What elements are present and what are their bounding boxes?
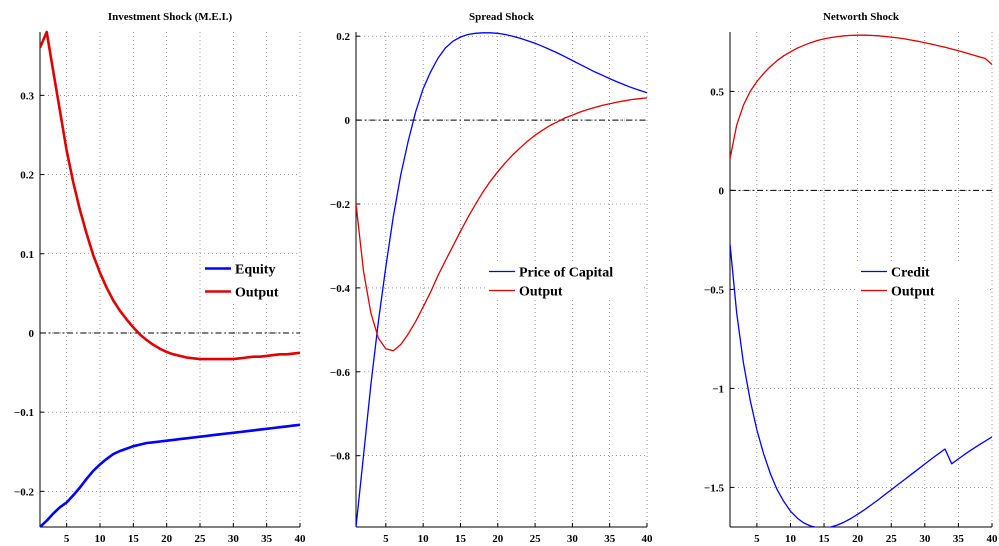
x-tick-label: 5 [383,533,389,545]
y-tick-label: 0 [719,185,725,197]
chart-panel-2: 5 10 15 20 25 30 35 40 −0.8 −0.6 −0.4 −0.2 0 0.2 Sprea… [330,11,653,545]
legend-label: Output [519,285,563,300]
x-tick-label: 20 [852,533,864,545]
x-tick-label: 25 [195,533,207,545]
x-tick-label: 10 [95,533,107,545]
x-tick-label: 30 [228,533,240,545]
x-tick-label: 5 [754,533,760,545]
x-tick-label: 35 [261,533,273,545]
legend-box [485,262,643,300]
y-tick-label: −0.4 [330,283,351,295]
chart-panel-3: 5 10 15 20 25 30 35 40 −1.5 −1 −0.5 0 0.5 Networth Sh… [704,11,998,545]
y-tick-label: 0.1 [20,249,34,261]
x-tick-label: 30 [919,533,931,545]
chart-panel-1: 5 10 15 20 25 30 35 40 −0.2 −0.1 0 0.1 0.2 0.3 Investm… [14,11,306,545]
chart-title: Networth Shock [823,11,900,23]
x-tick-label: 15 [819,533,831,545]
y-tick-label: −0.6 [330,367,351,379]
x-tick-label: 40 [987,533,999,545]
legend-box [857,262,987,300]
legend-label: Output [891,285,935,300]
y-tick-label: −0.2 [14,486,35,498]
series-line-output [730,34,992,159]
y-tick-label: 0.5 [710,86,724,98]
x-tick-label: 25 [530,533,542,545]
x-tick-label: 40 [642,533,654,545]
y-tick-label: −0.5 [704,284,725,296]
x-tick-label: 5 [64,533,70,545]
x-tick-label: 35 [604,533,616,545]
legend-label: Credit [891,266,930,281]
series-line-price-of-capital [356,32,647,527]
series-line-output [356,97,647,352]
x-tick-label: 25 [886,533,898,545]
legend: Credit Output [857,262,987,300]
y-tick-label: 0.2 [336,31,350,43]
legend: Equity Output [201,257,297,303]
y-tick-label: 0.2 [20,170,34,182]
y-tick-label: 0 [29,328,35,340]
legend-label: Equity [235,263,275,278]
x-tick-label: 35 [953,533,965,545]
chart-title: Spread Shock [469,11,535,23]
x-tick-label: 20 [161,533,173,545]
x-tick-label: 15 [455,533,467,545]
x-tick-label: 10 [785,533,797,545]
x-tick-label: 15 [128,533,140,545]
legend-label: Output [235,286,279,301]
series-line-equity [40,423,300,527]
legend-box [201,257,297,303]
x-tick-label: 10 [418,533,430,545]
x-tick-label: 20 [492,533,504,545]
y-tick-label: −0.1 [14,407,34,419]
y-tick-label: 0.3 [20,90,34,102]
legend-label: Price of Capital [519,266,613,281]
x-tick-label: 40 [295,533,307,545]
y-tick-label: −0.2 [330,199,351,211]
series-line-output [40,30,300,361]
legend: Price of Capital Output [485,262,643,300]
y-tick-label: 0 [345,115,351,127]
y-tick-label: −1.5 [704,482,725,494]
x-tick-label: 30 [567,533,579,545]
chart-title: Investment Shock (M.E.I.) [108,11,233,23]
series-line-credit [730,243,992,527]
y-tick-label: −0.8 [330,451,351,463]
y-tick-label: −1 [712,383,724,395]
